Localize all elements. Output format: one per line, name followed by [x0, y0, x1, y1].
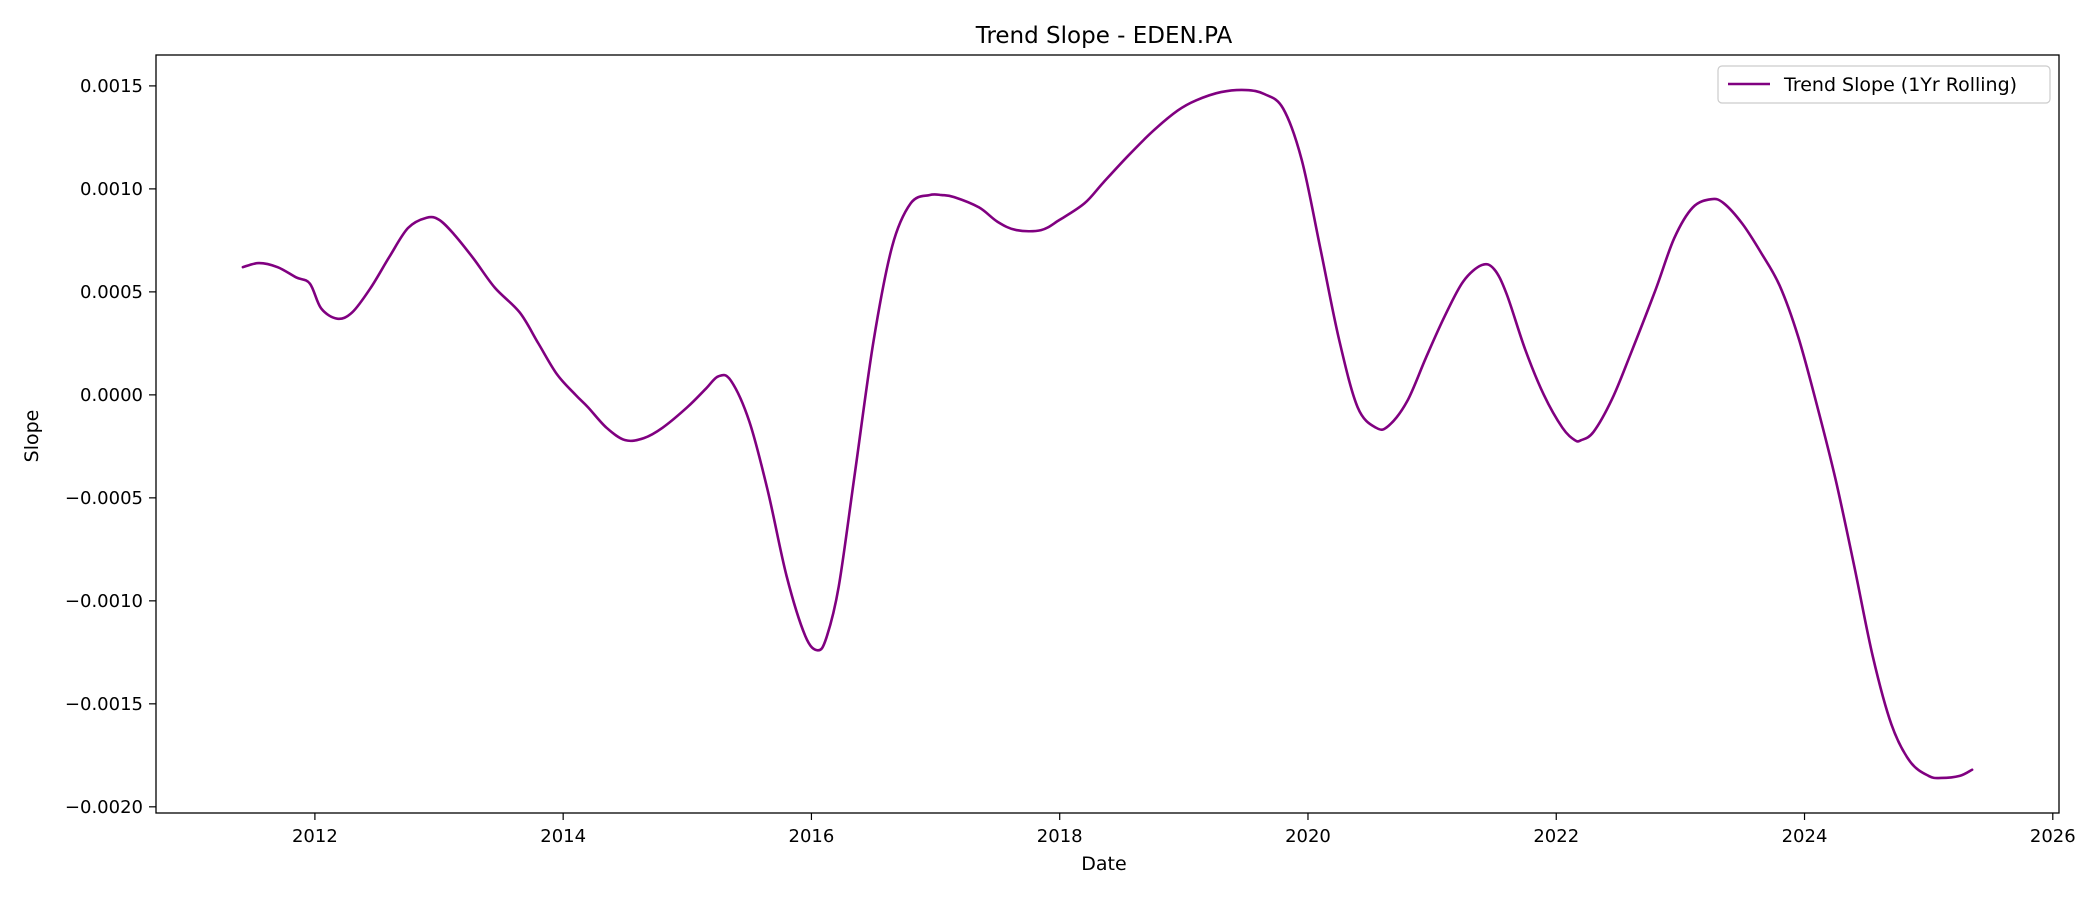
plot-frame: [155, 54, 2060, 814]
plot-area: [241, 88, 1974, 780]
x-axis-ticks: 2012 2014 2016 2018 2020 2022 2024 2026: [292, 813, 2076, 847]
x-axis-label: Date: [1081, 853, 1126, 875]
x-tick-label: 2026: [2030, 826, 2076, 847]
y-axis-ticks: −0.0020 −0.0015 −0.0010 −0.0005 0.0000 0.0005…: [65, 76, 156, 818]
y-tick-label: 0.0005: [80, 282, 143, 303]
x-tick-label: 2020: [1285, 826, 1331, 847]
x-tick-label: 2018: [1037, 826, 1083, 847]
y-tick-label: −0.0010: [65, 591, 143, 612]
x-tick-label: 2014: [540, 826, 586, 847]
chart-title: Trend Slope - EDEN.PA: [975, 23, 1233, 49]
series-line: [241, 88, 1974, 780]
legend-box: [1717, 65, 2051, 104]
x-tick-label: 2012: [292, 826, 338, 847]
y-tick-label: −0.0015: [65, 694, 143, 715]
y-tick-label: −0.0005: [65, 488, 143, 509]
legend: Trend Slope (1Yr Rolling): [1717, 65, 2051, 104]
y-tick-label: 0.0000: [80, 385, 143, 406]
y-tick-label: 0.0010: [80, 179, 143, 200]
x-tick-label: 2016: [789, 826, 835, 847]
y-axis-label: Slope: [21, 410, 43, 463]
x-tick-label: 2024: [1782, 826, 1828, 847]
x-tick-label: 2022: [1533, 826, 1579, 847]
y-tick-label: 0.0015: [80, 76, 143, 97]
legend-label: Trend Slope (1Yr Rolling): [1783, 74, 2017, 96]
y-tick-label: −0.0020: [65, 797, 143, 818]
